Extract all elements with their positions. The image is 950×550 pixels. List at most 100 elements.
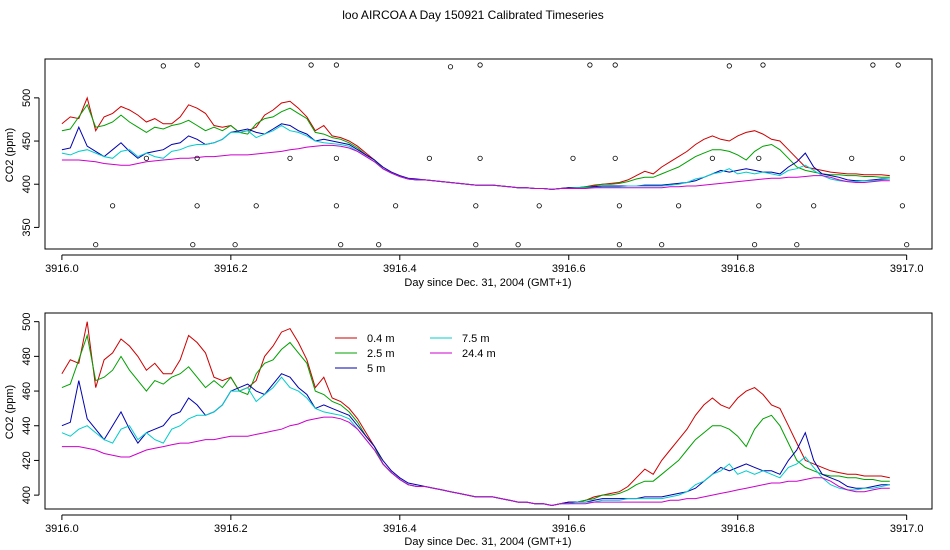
- top-x-tick-label: 3916.2: [214, 263, 248, 275]
- top-data-point: [570, 155, 576, 161]
- top-data-point: [143, 155, 149, 161]
- top-data-point: [194, 203, 200, 209]
- legend-label: 24.4 m: [462, 348, 496, 360]
- top-data-point: [473, 203, 479, 209]
- top-data-point: [308, 62, 314, 68]
- top-data-point: [899, 155, 906, 161]
- top-plot-frame: [44, 58, 933, 250]
- top-data-point: [659, 242, 665, 248]
- bottom-y-tick-label: 460: [21, 382, 33, 400]
- bottom-series-line-4: [61, 416, 890, 507]
- top-series-line-3: [61, 124, 890, 190]
- bottom-y-tick-label: 480: [21, 347, 33, 365]
- top-x-axis: 3916.0 3916.2 3916.4 3916.6 3916.8 3917.0: [45, 254, 924, 275]
- bottom-series: [61, 321, 890, 507]
- legend-label: 5 m: [367, 363, 385, 375]
- top-series-line-2: [61, 123, 890, 190]
- top-data-point: [515, 242, 521, 248]
- top-data-point: [709, 155, 716, 161]
- top-data-point: [870, 62, 876, 68]
- legend-label: 0.4 m: [367, 333, 395, 345]
- top-panel: 3916.0 3916.2 3916.4 3916.6 3916.8 3917.0 350…: [4, 58, 933, 289]
- top-x-axis-label: Day since Dec. 31, 2004 (GMT+1): [404, 277, 571, 289]
- top-data-point: [160, 63, 166, 69]
- bottom-series-line-3: [61, 376, 890, 507]
- top-data-point: [232, 242, 238, 248]
- top-points: [93, 62, 910, 248]
- top-data-point: [190, 242, 196, 248]
- top-data-point: [253, 203, 259, 209]
- top-data-point: [333, 62, 339, 68]
- top-y-tick-label: 450: [21, 132, 33, 150]
- bottom-y-tick-label: 440: [21, 417, 33, 435]
- top-data-point: [794, 242, 800, 248]
- top-data-point: [376, 242, 382, 248]
- top-data-point: [426, 155, 432, 161]
- top-data-point: [194, 155, 200, 161]
- top-y-axis-label: CO2 (ppm): [4, 128, 16, 182]
- top-data-point: [751, 242, 758, 248]
- top-data-point: [895, 62, 901, 68]
- legend-label: 7.5 m: [462, 333, 490, 345]
- top-data-point: [849, 155, 855, 161]
- legend: 0.4 m 2.5 m 5 m 7.5 m 24.4 m: [335, 333, 496, 375]
- top-data-point: [333, 203, 339, 209]
- top-data-point: [612, 62, 618, 68]
- bottom-y-axis: 400 420 440 460 480 500: [21, 312, 40, 504]
- top-data-point: [93, 242, 99, 248]
- top-data-point: [110, 203, 116, 209]
- top-data-point: [760, 62, 766, 68]
- top-data-point: [616, 242, 623, 248]
- bottom-plot-frame: [44, 312, 933, 510]
- top-series-line-0: [61, 96, 890, 190]
- bottom-x-tick-label: 3916.2: [214, 523, 248, 535]
- top-data-point: [675, 203, 682, 209]
- top-x-tick-label: 3916.0: [45, 263, 79, 275]
- top-x-tick-label: 3916.8: [721, 263, 755, 275]
- top-x-tick-label: 3917.0: [890, 263, 924, 275]
- top-data-point: [587, 62, 593, 68]
- top-x-tick-label: 3916.4: [383, 263, 417, 275]
- top-data-point: [616, 203, 623, 209]
- top-data-point: [338, 242, 344, 248]
- bottom-x-axis: 3916.0 3916.2 3916.4 3916.6 3916.8 3917.0: [45, 514, 924, 535]
- bottom-y-axis-label: CO2 (ppm): [4, 385, 16, 439]
- bottom-x-tick-label: 3916.8: [721, 523, 755, 535]
- top-y-tick-label: 350: [21, 218, 33, 236]
- top-data-point: [899, 203, 906, 209]
- bottom-y-tick-label: 420: [21, 451, 33, 469]
- top-data-point: [811, 203, 817, 209]
- top-y-tick-label: 500: [21, 89, 33, 107]
- top-series: [61, 96, 890, 190]
- top-data-point: [756, 155, 762, 161]
- top-data-point: [473, 242, 479, 248]
- bottom-x-tick-label: 3916.4: [383, 523, 417, 535]
- top-data-point: [536, 203, 542, 209]
- top-y-tick-label: 400: [21, 175, 33, 193]
- bottom-x-axis-label: Day since Dec. 31, 2004 (GMT+1): [404, 536, 571, 548]
- top-data-point: [756, 203, 762, 209]
- top-data-point: [447, 64, 454, 70]
- bottom-panel: 3916.0 3916.2 3916.4 3916.6 3916.8 3917.0 400…: [4, 312, 933, 548]
- figure-title: loo AIRCOA A Day 150921 Calibrated Times…: [342, 8, 603, 22]
- bottom-x-tick-label: 3917.0: [890, 523, 924, 535]
- bottom-series-line-2: [61, 373, 890, 507]
- bottom-y-tick-label: 500: [21, 312, 33, 330]
- bottom-x-tick-label: 3916.0: [45, 523, 79, 535]
- legend-label: 2.5 m: [367, 348, 395, 360]
- top-data-point: [392, 203, 399, 209]
- top-data-point: [726, 63, 732, 69]
- top-data-point: [477, 62, 483, 68]
- top-data-point: [477, 155, 483, 161]
- bottom-x-tick-label: 3916.6: [552, 523, 586, 535]
- top-data-point: [904, 242, 910, 248]
- top-series-line-4: [61, 144, 890, 190]
- top-y-axis: 350 400 450 500: [21, 89, 40, 237]
- top-x-tick-label: 3916.6: [552, 263, 586, 275]
- top-data-point: [333, 155, 339, 161]
- top-data-point: [287, 155, 293, 161]
- top-data-point: [194, 62, 200, 68]
- top-data-point: [612, 155, 618, 161]
- bottom-y-tick-label: 400: [21, 486, 33, 504]
